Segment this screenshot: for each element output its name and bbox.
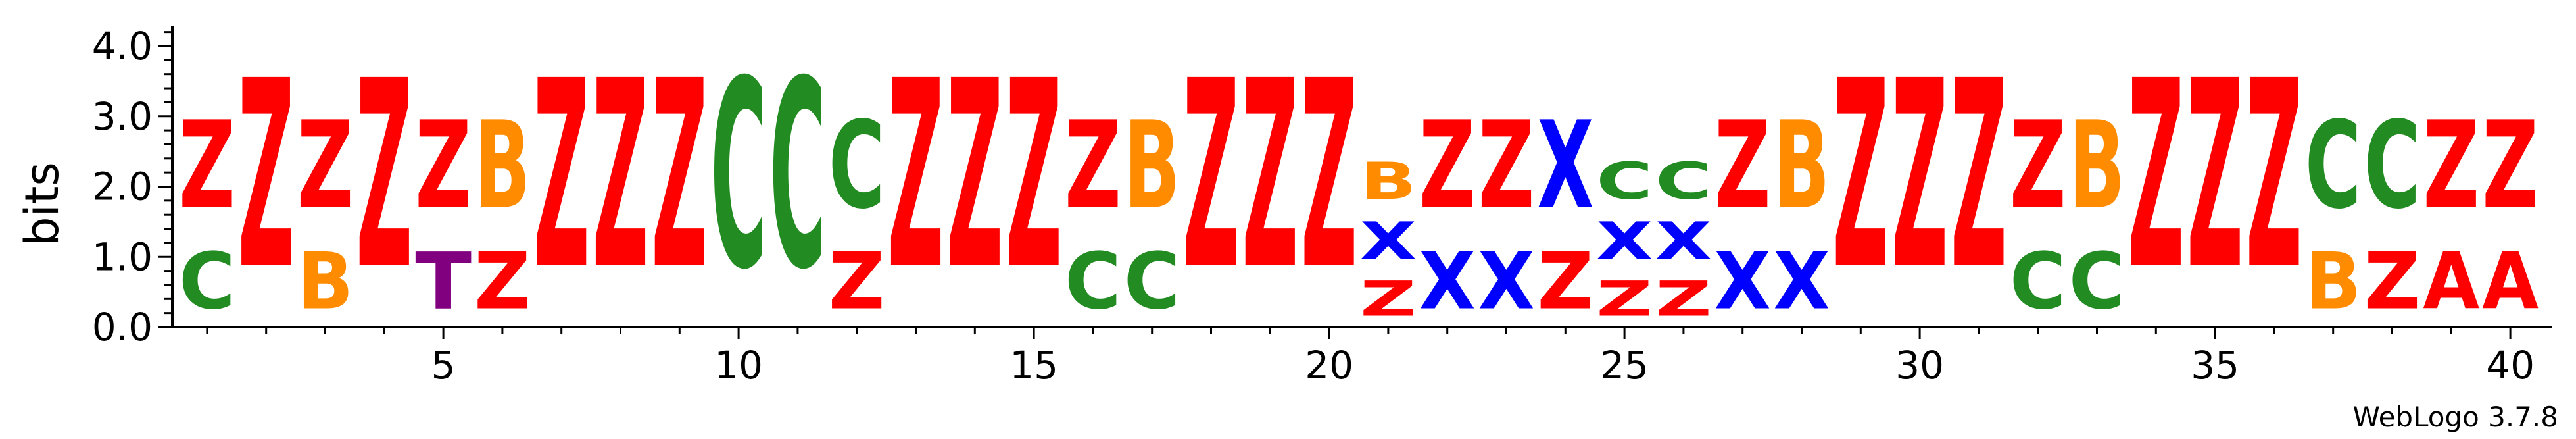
y-tick-label: 1.0 (92, 234, 153, 279)
logo-letter-x: X (1537, 95, 1593, 236)
logo-letter-b: B (474, 95, 531, 236)
logo-letter-c: C (829, 97, 885, 236)
logo-letter-z: Z (1596, 272, 1653, 328)
logo-letter-b: B (2069, 95, 2126, 236)
y-axis-label: bits (15, 162, 69, 246)
logo-letter-z: Z (1360, 272, 1417, 328)
logo-letter-b: B (1124, 95, 1180, 236)
x-tick-label: 15 (1009, 343, 1058, 388)
logo-letter-z: Z (593, 26, 649, 326)
x-tick-label: 35 (2191, 343, 2239, 388)
logo-letter-c: C (710, 26, 767, 327)
logo-letter-c: C (1065, 236, 1121, 327)
logo-letter-z: Z (2187, 26, 2243, 326)
logo-letter-z: Z (1242, 26, 1298, 326)
logo-letter-t: T (415, 236, 472, 327)
logo-letter-z: Z (1951, 26, 2007, 326)
x-tick-label: 20 (1305, 343, 1353, 388)
axis-layer: 0.0 1.0 2.0 3.0 4.0 5 10 15 20 25 30 35 40 (92, 24, 2552, 388)
logo-letter-c: C (2069, 236, 2126, 327)
logo-letter-z: Z (415, 96, 472, 236)
logo-letter-b: B (297, 237, 354, 327)
logo-letter-z: Z (946, 26, 1003, 326)
logo-letter-z: Z (2364, 236, 2421, 326)
logo-letter-c: C (1655, 152, 1712, 211)
logo-letter-z: Z (533, 26, 590, 326)
logo-letter-x: X (1714, 236, 1771, 327)
logo-letter-z: Z (179, 96, 235, 236)
x-tick-label: 5 (431, 343, 456, 388)
x-tick-label: 10 (714, 343, 763, 388)
logo-letter-x: X (1774, 236, 1830, 327)
weblogo-version-label: WebLogo 3.7.8 (2353, 401, 2559, 433)
logo-letter-z: Z (1183, 26, 1240, 326)
logo-letter-z: Z (1301, 26, 1357, 326)
logo-letter-c: C (179, 236, 235, 327)
logo-letter-a: A (2423, 236, 2479, 327)
logo-letter-z: Z (2482, 96, 2539, 236)
logo-letter-x: X (1419, 236, 1476, 327)
logo-letter-b: B (2305, 237, 2362, 327)
logo-letter-c: C (2010, 236, 2066, 327)
logo-letter-z: Z (356, 26, 412, 326)
logo-letter-z: Z (1537, 236, 1593, 326)
logo-letter-c: C (2364, 97, 2421, 236)
logo-letter-x: X (1360, 211, 1417, 271)
y-tick-label: 2.0 (92, 165, 153, 209)
logo-letter-x: X (1478, 236, 1535, 327)
y-tick-label: 4.0 (92, 24, 153, 68)
logo-letter-c: C (1124, 236, 1180, 327)
logo-letter-z: Z (651, 26, 708, 326)
logo-letter-z: Z (1006, 26, 1062, 326)
logo-letter-c: C (2305, 97, 2362, 236)
logo-letter-z: Z (297, 96, 354, 236)
logo-letter-z: Z (1891, 26, 1948, 326)
logo-letter-z: Z (1478, 96, 1535, 236)
logo-letter-z: Z (238, 26, 295, 326)
logo-letter-a: A (2482, 236, 2539, 327)
y-tick-label: 0.0 (92, 305, 153, 349)
logo-letter-z: Z (1065, 96, 1121, 236)
logo-letter-c: C (1596, 152, 1653, 211)
x-tick-label: 30 (1895, 343, 1944, 388)
logo-letter-z: Z (1655, 272, 1712, 328)
logo-letter-b: B (1360, 151, 1417, 211)
logo-letter-x: X (1596, 211, 1653, 271)
x-tick-label: 40 (2486, 343, 2535, 388)
logo-letter-z: Z (1419, 96, 1476, 236)
logo-letter-z: Z (2423, 96, 2479, 236)
logo-letter-z: Z (474, 236, 531, 326)
logo-letter-c: C (769, 26, 826, 327)
logo-letter-z: Z (1714, 96, 1771, 236)
logo-letter-z: Z (2246, 26, 2302, 326)
logo-letter-z: Z (829, 236, 885, 326)
logo-letter-z: Z (1832, 26, 1889, 326)
logo-letter-z: Z (888, 26, 944, 326)
logo-letter-z: Z (2127, 26, 2184, 326)
x-tick-label: 25 (1600, 343, 1649, 388)
y-tick-label: 3.0 (92, 94, 153, 139)
logo-letter-x: X (1655, 211, 1712, 271)
logo-letter-z: Z (2010, 96, 2066, 236)
logo-letter-b: B (1774, 95, 1830, 236)
